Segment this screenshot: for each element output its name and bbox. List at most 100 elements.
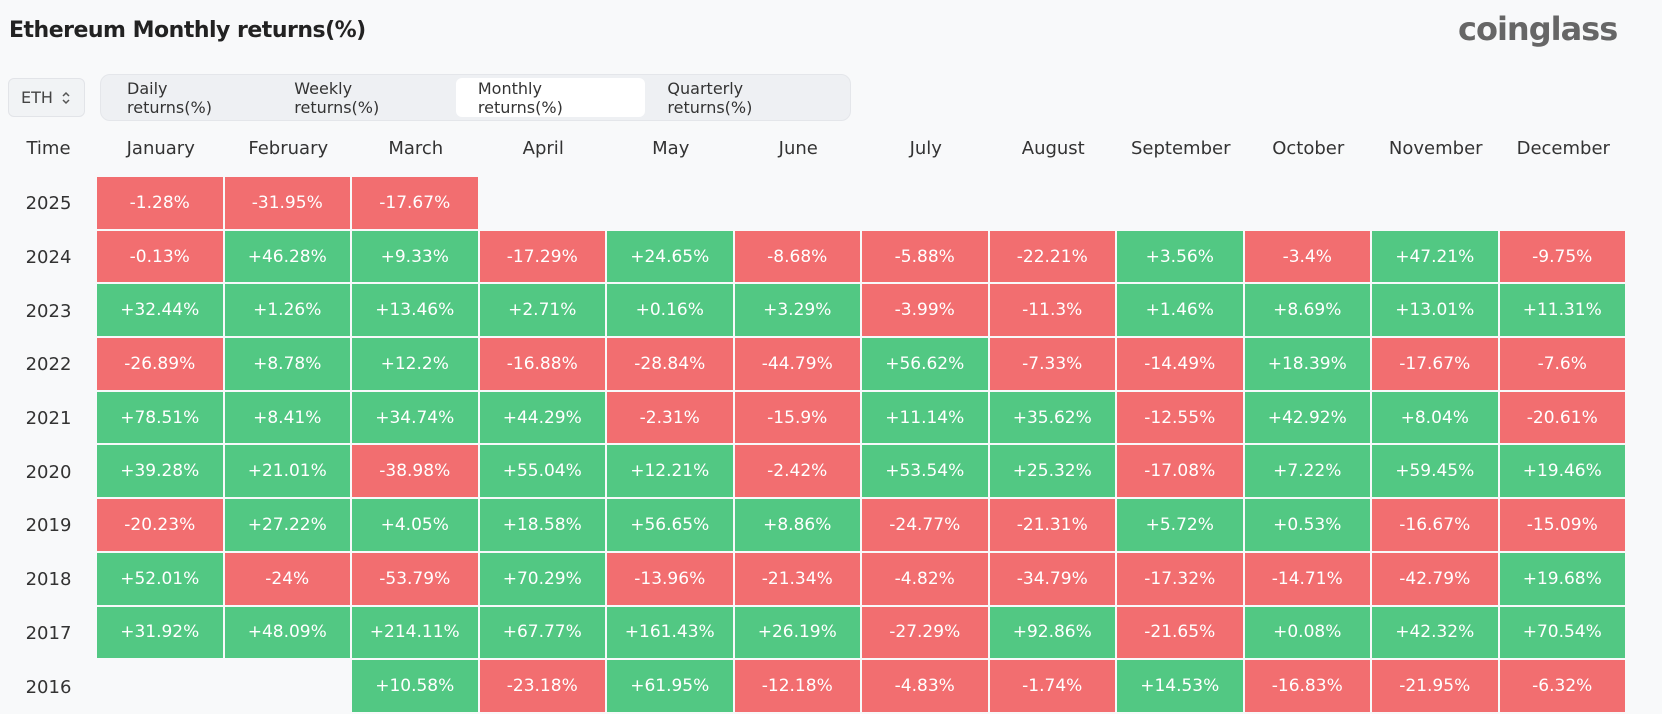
empty-cell	[1245, 177, 1373, 231]
return-cell: +13.01%	[1372, 284, 1498, 337]
return-cell: -24%	[224, 552, 350, 605]
return-cell: +14.53%	[1117, 660, 1243, 712]
return-cell: +11.14%	[862, 391, 988, 444]
return-cell: -6.32%	[1499, 660, 1625, 712]
tab[interactable]: Daily returns(%)	[127, 78, 212, 117]
return-cell: -3.4%	[1244, 230, 1370, 283]
return-cell: -13.96%	[607, 552, 733, 605]
row-year: 2019	[25, 515, 72, 537]
return-cell: -22.21%	[989, 230, 1115, 283]
return-cell: -38.98%	[352, 445, 478, 498]
return-cell: -12.55%	[1117, 391, 1243, 444]
return-cell: -4.82%	[862, 552, 988, 605]
return-cell: -2.31%	[607, 391, 733, 444]
return-cell: +67.77%	[479, 606, 605, 659]
empty-cell	[225, 660, 353, 714]
return-cell: +39.28%	[97, 445, 223, 498]
return-cell: +21.01%	[224, 445, 350, 498]
empty-cell	[862, 177, 990, 231]
return-cell: +8.78%	[224, 338, 350, 390]
empty-cell	[990, 177, 1118, 231]
column-header: February	[248, 137, 329, 159]
return-cell: +18.39%	[1244, 338, 1370, 390]
empty-cell	[735, 177, 863, 231]
return-cell: -0.13%	[97, 230, 223, 283]
return-cell: -11.3%	[989, 284, 1115, 337]
coin-selector[interactable]: ETH	[8, 78, 85, 117]
return-cell: -4.83%	[862, 660, 988, 712]
row-year: 2023	[25, 300, 72, 322]
column-header: Time	[26, 137, 71, 159]
return-cell: -20.23%	[97, 499, 223, 551]
return-cell: +10.58%	[352, 660, 478, 712]
column-header: March	[388, 137, 444, 159]
return-cell: +56.62%	[862, 338, 988, 390]
return-cell: +35.62%	[989, 391, 1115, 444]
return-cell: +70.54%	[1499, 606, 1625, 659]
return-cell: +1.26%	[224, 284, 350, 337]
column-header: May	[652, 137, 690, 159]
return-cell: -44.79%	[734, 338, 860, 390]
return-cell: -5.88%	[862, 230, 988, 283]
return-cell: -1.28%	[97, 177, 223, 229]
return-cell: -1.74%	[989, 660, 1115, 712]
return-cell: +9.33%	[352, 230, 478, 283]
return-cell: +0.08%	[1244, 606, 1370, 659]
column-header: July	[909, 137, 942, 159]
return-cell: -8.68%	[734, 230, 860, 283]
tab[interactable]: Quarterly returns(%)	[667, 78, 753, 117]
tab-active[interactable]: Monthly returns(%)	[455, 78, 646, 117]
tab-bar: Daily returns(%) Weekly returns(%) Month…	[100, 74, 851, 121]
return-cell: +12.21%	[607, 445, 733, 498]
return-cell: +8.69%	[1244, 284, 1370, 337]
return-cell: +4.05%	[352, 499, 478, 551]
return-cell: +1.46%	[1117, 284, 1243, 337]
return-cell: -34.79%	[989, 552, 1115, 605]
column-header: June	[778, 137, 818, 159]
return-cell: +5.72%	[1117, 499, 1243, 551]
column-header: April	[522, 137, 564, 159]
return-cell: -14.49%	[1117, 338, 1243, 390]
row-year: 2018	[25, 569, 72, 591]
return-cell: +48.09%	[224, 606, 350, 659]
tab[interactable]: Weekly returns(%)	[294, 78, 380, 117]
empty-cell	[1500, 177, 1628, 231]
return-cell: +8.86%	[734, 499, 860, 551]
return-cell: -21.65%	[1117, 606, 1243, 659]
row-year: 2020	[25, 461, 72, 483]
column-header: December	[1516, 137, 1610, 159]
row-year: 2022	[25, 354, 72, 376]
return-cell: -2.42%	[734, 445, 860, 498]
return-cell: -17.32%	[1117, 552, 1243, 605]
row-year: 2016	[25, 676, 72, 698]
return-cell: -16.83%	[1244, 660, 1370, 712]
return-cell: -17.67%	[1372, 338, 1498, 390]
empty-cell	[480, 177, 608, 231]
return-cell: -7.33%	[989, 338, 1115, 390]
return-cell: -17.29%	[479, 230, 605, 283]
return-cell: +52.01%	[97, 552, 223, 605]
return-cell: +3.56%	[1117, 230, 1243, 283]
return-cell: +46.28%	[224, 230, 350, 283]
logo: coinglass	[1458, 10, 1618, 48]
return-cell: -20.61%	[1499, 391, 1625, 444]
empty-cell	[1117, 177, 1245, 231]
return-cell: +31.92%	[97, 606, 223, 659]
empty-cell	[1372, 177, 1500, 231]
return-cell: +61.95%	[607, 660, 733, 712]
return-cell: -9.75%	[1499, 230, 1625, 283]
return-cell: -42.79%	[1372, 552, 1498, 605]
return-cell: +70.29%	[479, 552, 605, 605]
return-cell: +19.46%	[1499, 445, 1625, 498]
empty-cell	[607, 177, 735, 231]
return-cell: -7.6%	[1499, 338, 1625, 390]
return-cell: +13.46%	[352, 284, 478, 337]
return-cell: -53.79%	[352, 552, 478, 605]
return-cell: +8.41%	[224, 391, 350, 444]
chevrons	[62, 91, 70, 104]
return-cell: -24.77%	[862, 499, 988, 551]
return-cell: +25.32%	[989, 445, 1115, 498]
return-cell: -17.08%	[1117, 445, 1243, 498]
return-cell: -15.09%	[1499, 499, 1625, 551]
